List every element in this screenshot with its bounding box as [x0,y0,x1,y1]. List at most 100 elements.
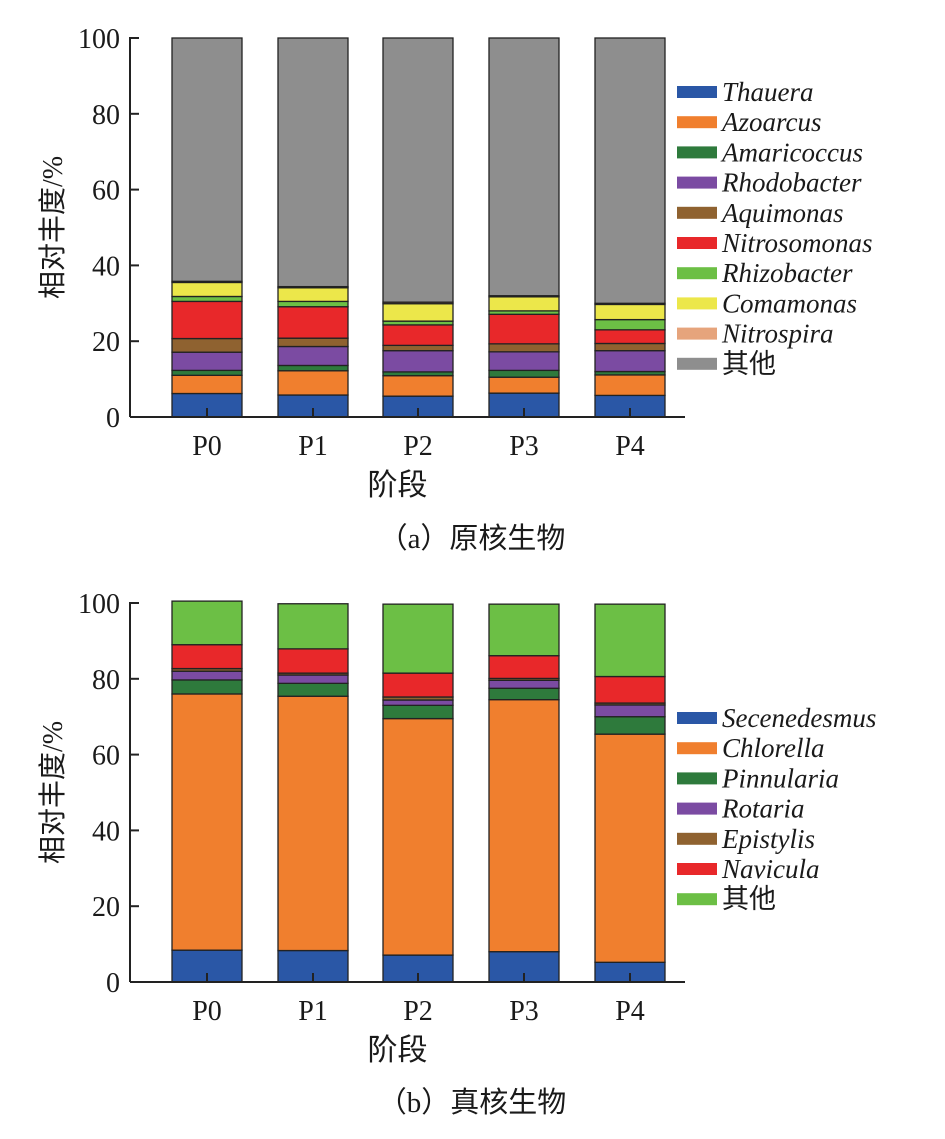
bar-segment-p4-1 [594,733,666,963]
x-tick-label-p0: P0 [192,996,222,1027]
chart-b: 0 20 40 60 80 100 P0 P1 P2 P3 P4 阶段 相对丰度/% （b）真核生物 Sec… [37,589,876,1119]
legend-label-5: Navicula [721,854,819,884]
y-tick-label: 80 [92,665,120,696]
bar-segment-p0-6 [171,295,243,303]
bar-segment-p3-3 [488,351,560,372]
y-tick-label: 100 [78,589,120,620]
legend-label-6: 其他 [722,884,776,914]
x-tick-label-p4: P4 [615,431,645,462]
figure-caption: （a）原核生物 [379,522,566,555]
bar-segment-p1-6 [277,300,349,308]
bar-segment-p2-3 [382,350,454,373]
chart-a: 0 20 40 60 80 100 P0 P1 P2 P3 P4 阶段 相对丰度/% （a）原核生物 Tha… [37,24,873,555]
bar-segment-p4-1 [594,374,666,397]
bar-segment-p0-1 [171,374,243,395]
bar-segment-p1-2 [277,682,349,697]
bar-segment-p0-1 [171,693,243,951]
x-axis-label: 阶段 [368,1034,428,1067]
x-tick-label-p1: P1 [298,996,328,1027]
legend-label-2: Amaricoccus [720,137,863,167]
y-tick-label: 100 [78,24,120,55]
legend-swatch-8 [677,327,717,340]
bar-segment-p2-7 [382,303,454,322]
bar-segment-p3-9 [488,37,560,297]
legend-label-9: 其他 [722,349,776,379]
y-tick-label: 40 [92,251,120,282]
legend-label-2: Pinnularia [721,763,839,793]
figure-caption: （b）真核生物 [378,1086,567,1119]
bars [171,600,666,983]
legend-swatch-5 [677,237,717,249]
legend-label-4: Epistylis [721,824,815,854]
legend-swatch-6 [677,267,717,280]
legend-swatch-0 [677,86,717,98]
bar-segment-p1-1 [277,370,349,396]
x-tick-label-p1: P1 [298,431,328,462]
y-tick-label: 20 [92,892,120,923]
bar-segment-p0-4 [171,337,243,353]
bar-segment-p4-7 [594,303,666,321]
x-tick-label-p3: P3 [509,996,539,1027]
bar-segment-p3-2 [488,369,560,378]
legend-swatch-2 [677,772,717,785]
legend-swatch-9 [677,357,717,370]
bar-segment-p3-5 [488,655,560,680]
bar-segment-p4-4 [594,342,666,352]
bar-segment-p3-4 [488,343,560,353]
bar-segment-p3-1 [488,376,560,394]
x-tick-label-p2: P2 [403,431,433,462]
legend-label-7: Comamonas [722,288,857,318]
y-axis-label: 相对丰度/% [37,721,69,864]
legend-label-8: Nitrospira [721,319,834,349]
bar-segment-p2-1 [382,717,454,956]
legend-label-0: Secenedesmus [722,703,876,733]
legend-swatch-2 [677,146,717,159]
bar-segment-p1-9 [277,37,349,288]
x-tick-label-p2: P2 [403,996,433,1027]
bar-segment-p1-5 [277,648,349,674]
bar-segment-p2-4 [382,344,454,352]
y-tick-label: 0 [106,968,120,999]
bar-segment-p3-5 [488,313,560,345]
bar-segment-p1-3 [277,674,349,684]
legend: ThaueraAzoarcusAmaricoccusRhodobacterAqu… [677,77,873,379]
legend-swatch-3 [677,802,717,815]
x-tick-label-p4: P4 [615,996,645,1027]
bar-segment-p0-3 [171,670,243,681]
bar-segment-p1-2 [277,364,349,372]
bar-segment-p4-6 [594,318,666,331]
bar-segment-p4-5 [594,329,666,345]
y-tick-label: 0 [106,403,120,434]
bar-segment-p2-5 [382,672,454,698]
bar-segment-p4-3 [594,350,666,373]
bar-segment-p2-1 [382,375,454,397]
bar-segment-p2-5 [382,324,454,347]
legend-swatch-7 [677,297,717,310]
legend-label-5: Nitrosomonas [721,228,873,258]
legend-label-3: Rotaria [721,794,805,824]
bar-segment-p3-6 [488,603,560,657]
x-tick-label-p0: P0 [192,431,222,462]
legend-swatch-1 [677,742,717,755]
legend-label-1: Azoarcus [720,107,822,137]
bar-segment-p1-6 [277,603,349,650]
bar-segment-p1-7 [277,287,349,303]
bar-segment-p1-1 [277,695,349,952]
bar-segment-p0-5 [171,300,243,340]
legend-swatch-0 [677,712,717,724]
bar-segment-p2-3 [382,699,454,706]
y-axis-label: 相对丰度/% [37,156,69,299]
bar-segment-p1-5 [277,306,349,339]
legend-label-0: Thauera [722,77,814,107]
bar-segment-p0-2 [171,679,243,695]
bar-segment-p3-2 [488,687,560,701]
legend-swatch-1 [677,116,717,129]
y-tick-label: 60 [92,741,120,772]
legend-swatch-4 [677,832,717,845]
bar-segment-p1-3 [277,345,349,367]
bar-segment-p0-6 [171,600,243,646]
bar-segment-p0-7 [171,281,243,298]
bar-segment-p0-2 [171,369,243,376]
legend: SecenedesmusChlorellaPinnulariaRotariaEp… [677,703,876,914]
